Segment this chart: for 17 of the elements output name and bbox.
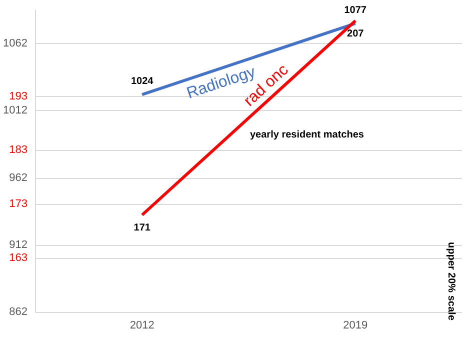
y2-tick-label: 193 [9, 90, 28, 102]
annotation: yearly resident matches [250, 130, 364, 140]
y2-tick-label: 163 [9, 252, 28, 264]
annotation: upper 20% scale [446, 242, 456, 321]
data-label: 207 [347, 28, 364, 40]
y2-tick-label: 183 [9, 144, 28, 156]
data-label: 1077 [344, 4, 367, 16]
data-label: 1024 [130, 76, 154, 88]
y-tick-label: 1012 [2, 104, 28, 117]
y2-tick-label: 173 [9, 198, 28, 210]
x-tick-label: 2019 [343, 320, 368, 332]
y-tick-label: 862 [9, 306, 28, 318]
x-tick-label: 2012 [130, 320, 154, 332]
data-label: 171 [134, 222, 151, 234]
y-tick-label: 962 [9, 172, 28, 184]
y-tick-label: 912 [9, 238, 28, 251]
y-tick-label: 1062 [2, 38, 28, 50]
